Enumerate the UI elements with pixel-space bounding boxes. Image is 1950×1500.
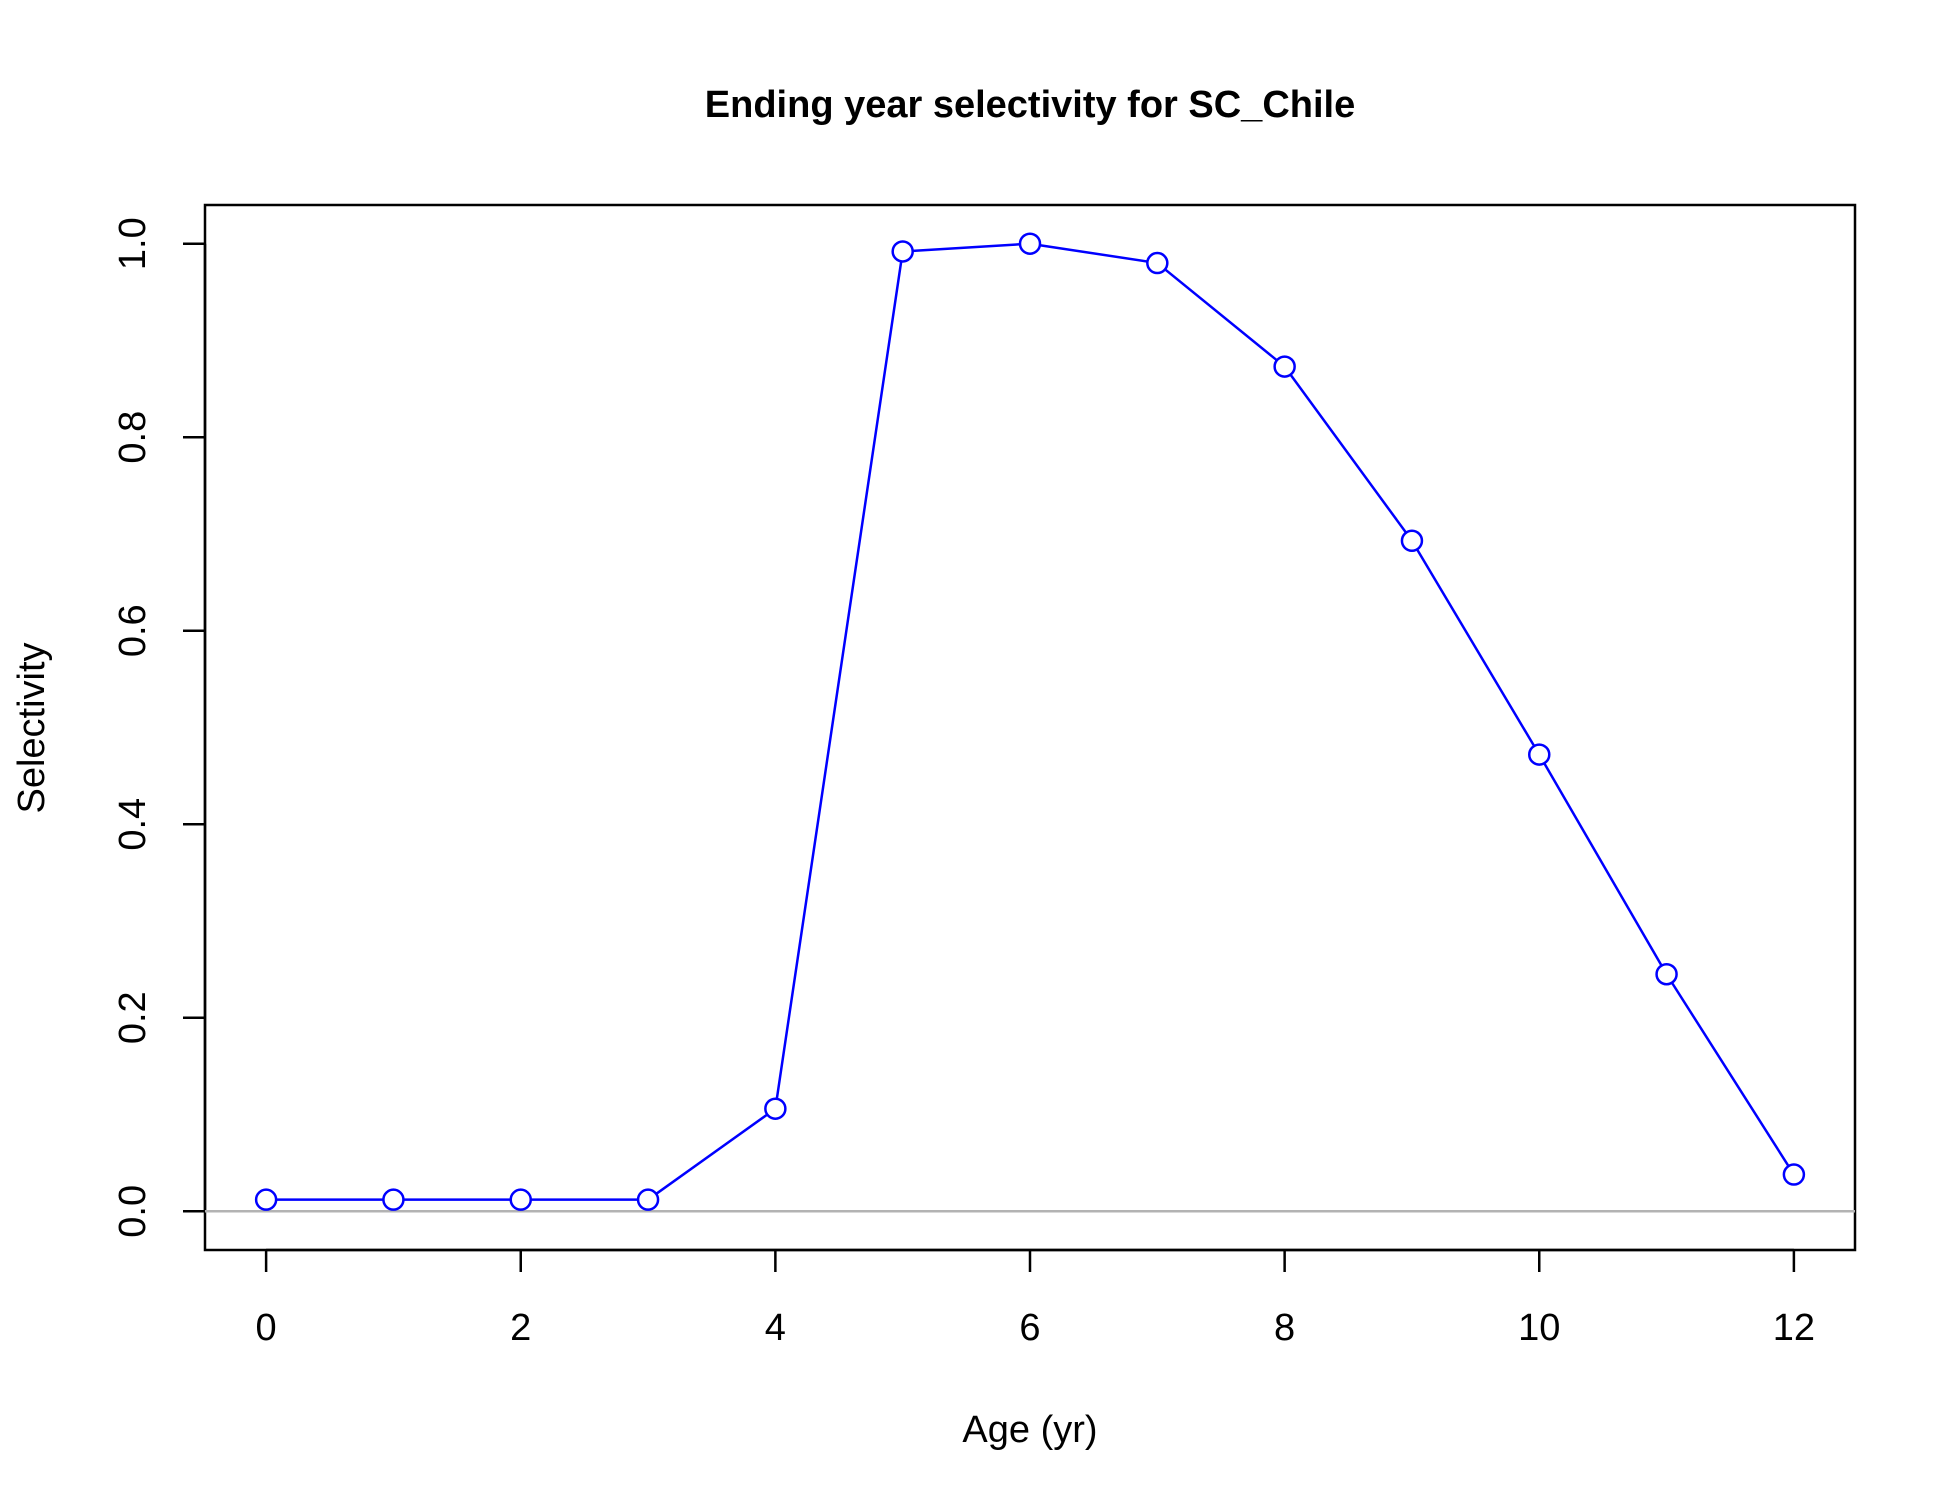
data-point	[1528, 743, 1551, 766]
y-tick-label: 1.0	[112, 217, 154, 270]
x-tick-label: 6	[1019, 1307, 1040, 1349]
x-tick-label: 2	[510, 1307, 531, 1349]
data-point	[764, 1097, 787, 1120]
data-point	[382, 1188, 405, 1211]
y-axis-label: Selectivity	[11, 642, 53, 813]
data-point	[1400, 529, 1424, 553]
y-axis: 0.0 0.2 0.4 0.6 0.8 1.0	[112, 217, 207, 1238]
x-tick-label: 4	[765, 1307, 786, 1349]
data-point	[1018, 232, 1042, 255]
y-tick-label: 0.2	[112, 991, 154, 1044]
data-point	[1273, 355, 1296, 378]
x-axis: 0 2 4 6 8 10 12	[256, 1248, 1815, 1349]
data-point	[1146, 251, 1169, 275]
y-tick-label: 0.0	[112, 1185, 154, 1238]
chart-title: Ending year selectivity for SC_Chile	[705, 84, 1355, 126]
x-tick-label: 8	[1274, 1307, 1295, 1349]
data-point	[254, 1188, 278, 1211]
x-tick-label: 12	[1773, 1307, 1815, 1349]
y-tick-label: 0.8	[112, 411, 154, 464]
x-tick-label: 10	[1518, 1307, 1560, 1349]
data-point	[636, 1188, 660, 1211]
data-point	[1782, 1163, 1806, 1186]
x-axis-label: Age (yr)	[962, 1409, 1097, 1451]
data-point	[1655, 962, 1678, 986]
data-point	[509, 1188, 532, 1211]
x-tick-label: 0	[256, 1307, 277, 1349]
y-tick-label: 0.6	[112, 604, 154, 657]
data-point	[891, 240, 914, 263]
y-tick-label: 0.4	[112, 798, 154, 851]
plot-frame	[203, 203, 1857, 1252]
plot-layer	[205, 232, 1855, 1213]
series-line	[266, 242, 1795, 1201]
